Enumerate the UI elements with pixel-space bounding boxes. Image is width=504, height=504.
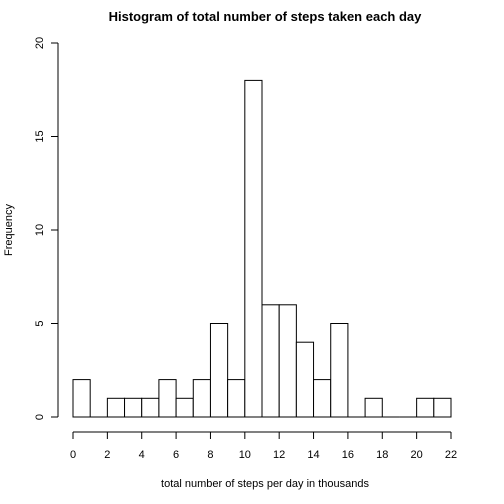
- histogram-bar: [364, 397, 383, 418]
- histogram-bar: [72, 379, 91, 418]
- histogram-bar: [106, 397, 126, 418]
- histogram-bar: [244, 79, 263, 418]
- x-tick-label: 16: [342, 449, 354, 461]
- histogram-bar: [124, 397, 143, 418]
- histogram-bar: [227, 379, 246, 418]
- histogram-bar: [295, 341, 315, 418]
- bars-group: [72, 79, 452, 418]
- histogram-bar: [313, 379, 332, 418]
- histogram-bar: [433, 397, 452, 418]
- y-axis: 0 5 10 15 20: [34, 37, 59, 420]
- y-tick-label: 15: [34, 130, 46, 142]
- y-axis-label: Frequency: [3, 204, 15, 256]
- y-tick-label: 0: [34, 414, 46, 420]
- y-tick-label: 20: [34, 37, 46, 49]
- x-axis-label: total number of steps per day in thousan…: [161, 478, 369, 490]
- x-tick-label: 22: [445, 449, 457, 461]
- x-tick-label: 14: [307, 449, 319, 461]
- x-tick-label: 10: [239, 449, 251, 461]
- chart-title: Histogram of total number of steps taken…: [109, 9, 423, 24]
- x-tick-label: 0: [70, 449, 76, 461]
- x-tick-label: 4: [139, 449, 145, 461]
- x-tick-label: 8: [207, 449, 213, 461]
- histogram-bar: [209, 323, 229, 418]
- y-tick-label: 5: [34, 320, 46, 326]
- x-tick-label: 18: [376, 449, 388, 461]
- histogram-bar: [261, 304, 280, 418]
- histogram-bar: [158, 379, 177, 418]
- x-tick-label: 6: [173, 449, 179, 461]
- x-axis: 0 2 4 6 8 10 12 14 16 18 20 22: [70, 431, 457, 461]
- histogram-bar: [192, 379, 211, 418]
- x-tick-label: 2: [104, 449, 110, 461]
- histogram-bar: [278, 304, 297, 418]
- x-tick-label: 12: [273, 449, 285, 461]
- histogram-bar: [416, 397, 435, 418]
- histogram-bar: [330, 323, 349, 418]
- histogram-bar: [141, 397, 160, 418]
- x-tick-label: 20: [411, 449, 423, 461]
- histogram-bar: [175, 397, 194, 418]
- y-tick-label: 10: [34, 224, 46, 236]
